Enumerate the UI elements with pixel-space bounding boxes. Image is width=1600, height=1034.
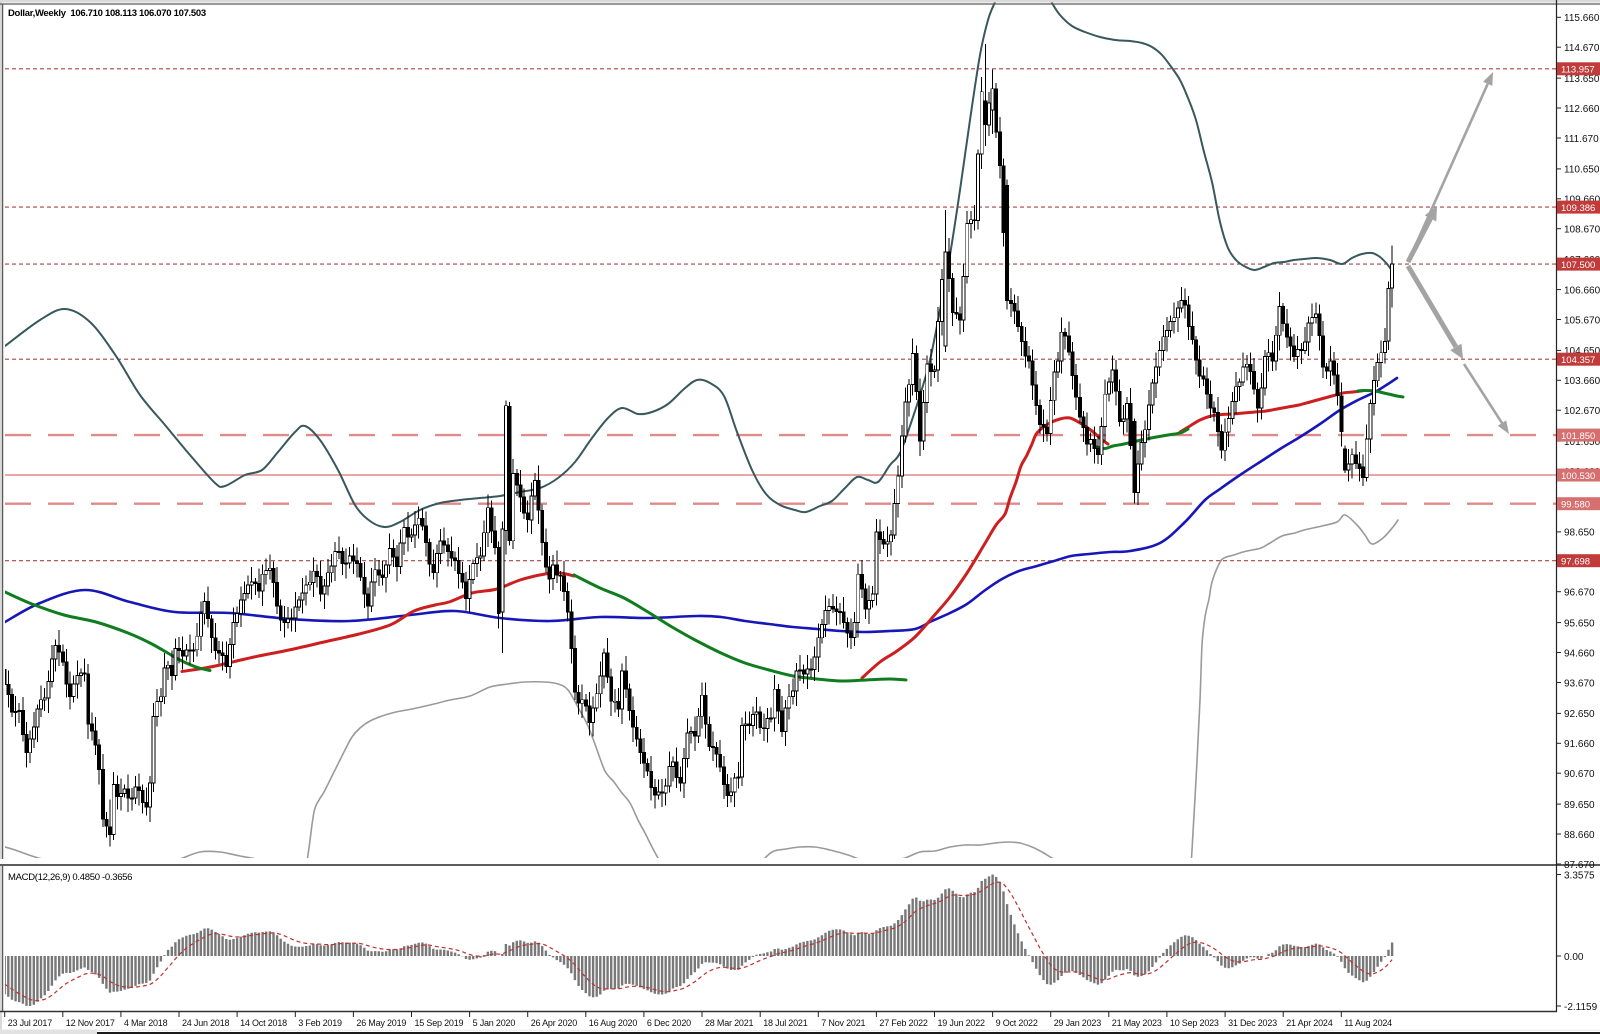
svg-text:0.00: 0.00 [1564, 952, 1584, 963]
svg-text:101.850: 101.850 [1561, 431, 1595, 442]
svg-text:7 Nov 2021: 7 Nov 2021 [821, 1018, 865, 1028]
svg-text:91.660: 91.660 [1564, 739, 1595, 750]
svg-text:26 Apr 2020: 26 Apr 2020 [531, 1018, 578, 1028]
svg-text:105.670: 105.670 [1564, 315, 1600, 326]
svg-text:16 Aug 2020: 16 Aug 2020 [589, 1018, 638, 1028]
svg-text:97.698: 97.698 [1561, 557, 1590, 568]
svg-text:31 Dec 2023: 31 Dec 2023 [1228, 1018, 1277, 1028]
svg-text:96.670: 96.670 [1564, 588, 1595, 599]
svg-text:9 Oct 2022: 9 Oct 2022 [996, 1018, 1038, 1028]
svg-text:-2.1159: -2.1159 [1564, 1002, 1598, 1013]
svg-text:114.670: 114.670 [1564, 43, 1600, 54]
svg-text:90.670: 90.670 [1564, 769, 1595, 780]
svg-text:27 Feb 2022: 27 Feb 2022 [879, 1018, 928, 1028]
svg-text:6 Dec 2020: 6 Dec 2020 [647, 1018, 691, 1028]
svg-text:23 Jul 2017: 23 Jul 2017 [8, 1018, 53, 1028]
svg-text:115.660: 115.660 [1564, 13, 1600, 24]
svg-text:98.650: 98.650 [1564, 528, 1595, 539]
svg-text:99.580: 99.580 [1561, 500, 1590, 511]
svg-text:21 Apr 2024: 21 Apr 2024 [1286, 1018, 1333, 1028]
svg-text:21 May 2023: 21 May 2023 [1112, 1018, 1162, 1028]
svg-text:95.650: 95.650 [1564, 618, 1595, 629]
svg-text:110.650: 110.650 [1564, 165, 1600, 176]
svg-text:4 Mar 2018: 4 Mar 2018 [124, 1018, 168, 1028]
svg-text:111.670: 111.670 [1564, 134, 1599, 145]
svg-text:5 Jan 2020: 5 Jan 2020 [473, 1018, 516, 1028]
svg-text:107.500: 107.500 [1561, 260, 1595, 271]
svg-text:93.670: 93.670 [1564, 678, 1595, 689]
svg-text:14 Oct 2018: 14 Oct 2018 [240, 1018, 287, 1028]
svg-text:MACD(12,26,9) 0.4850 -0.3656: MACD(12,26,9) 0.4850 -0.3656 [8, 872, 132, 883]
svg-text:112.660: 112.660 [1564, 104, 1600, 115]
svg-text:106.660: 106.660 [1564, 285, 1600, 296]
svg-text:3.3575: 3.3575 [1564, 870, 1595, 881]
svg-text:109.386: 109.386 [1561, 203, 1595, 214]
svg-text:100.530: 100.530 [1561, 471, 1595, 482]
svg-text:92.650: 92.650 [1564, 709, 1595, 720]
svg-text:103.660: 103.660 [1564, 376, 1600, 387]
svg-text:94.660: 94.660 [1564, 648, 1595, 659]
svg-text:12 Nov 2017: 12 Nov 2017 [66, 1018, 115, 1028]
svg-text:24 Jun 2018: 24 Jun 2018 [182, 1018, 230, 1028]
svg-text:28 Mar 2021: 28 Mar 2021 [705, 1018, 754, 1028]
svg-text:87.670: 87.670 [1564, 860, 1595, 871]
svg-text:10 Sep 2023: 10 Sep 2023 [1170, 1018, 1219, 1028]
svg-text:19 Jun 2022: 19 Jun 2022 [938, 1018, 986, 1028]
svg-text:104.650: 104.650 [1564, 346, 1600, 357]
svg-text:Dollar,Weekly 106.710 108.113: Dollar,Weekly 106.710 108.113 106.070 10… [8, 8, 206, 19]
svg-text:15 Sep 2019: 15 Sep 2019 [415, 1018, 464, 1028]
svg-text:11 Aug 2024: 11 Aug 2024 [1344, 1018, 1392, 1028]
svg-text:102.670: 102.670 [1564, 406, 1600, 417]
svg-text:3 Feb 2019: 3 Feb 2019 [298, 1018, 342, 1028]
svg-text:29 Jan 2023: 29 Jan 2023 [1054, 1018, 1102, 1028]
svg-text:18 Jul 2021: 18 Jul 2021 [763, 1018, 808, 1028]
svg-text:104.357: 104.357 [1561, 355, 1595, 366]
svg-text:113.957: 113.957 [1561, 65, 1595, 76]
svg-text:108.670: 108.670 [1564, 225, 1600, 236]
svg-text:88.660: 88.660 [1564, 830, 1595, 841]
svg-text:89.650: 89.650 [1564, 800, 1595, 811]
svg-text:101.650: 101.650 [1564, 437, 1600, 448]
svg-text:26 May 2019: 26 May 2019 [356, 1018, 406, 1028]
svg-text:109.660: 109.660 [1564, 195, 1600, 206]
svg-text:113.650: 113.650 [1564, 74, 1600, 85]
